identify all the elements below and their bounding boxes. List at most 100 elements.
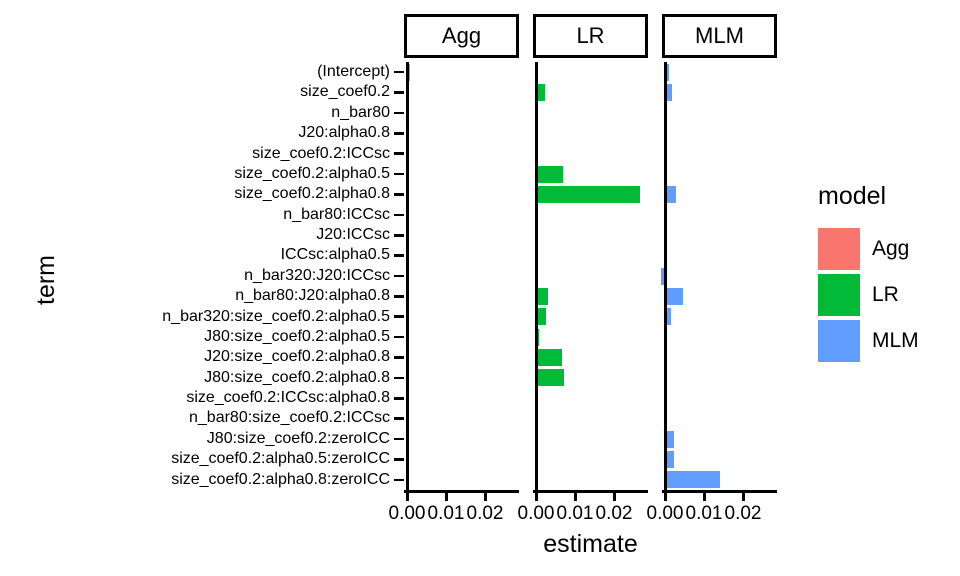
term-label: n_bar80:J20:alpha0.8 (235, 287, 390, 305)
legend-label: LR (872, 283, 899, 306)
bar (665, 471, 721, 489)
x-tick-label: 0.02 (595, 503, 633, 524)
x-axis-line (404, 490, 519, 493)
y-axis-tick (394, 213, 404, 217)
x-axis-tick (612, 493, 616, 501)
legend-key-swatch (818, 228, 860, 270)
bar (536, 308, 547, 326)
facet-strip-agg: Agg (404, 14, 519, 58)
panel-mlm: 0.00 0.01 0.02 (647, 62, 777, 524)
y-axis-tick (394, 295, 404, 298)
x-axis-title: estimate (543, 530, 638, 558)
facet-strip-lr: LR (533, 14, 648, 58)
legend-label: Agg (872, 237, 910, 260)
bar (665, 84, 673, 102)
y-axis-tick (394, 356, 404, 359)
term-label: size_coef0.2:alpha0.5 (234, 164, 390, 182)
x-axis-tick (663, 493, 667, 501)
y-axis-tick (394, 396, 404, 400)
term-label: n_bar320:size_coef0.2:alpha0.5 (162, 307, 390, 325)
term-label: J80:size_coef0.2:alpha0.5 (204, 327, 390, 345)
term-label: J20:alpha0.8 (298, 124, 390, 142)
y-axis-tick (394, 376, 404, 380)
facet-strip-mlm: MLM (662, 14, 777, 58)
legend-item-mlm: MLM (818, 320, 960, 362)
x-axis-tick (573, 493, 577, 501)
bar (665, 430, 674, 448)
term-label: size_coef0.2:ICCsc:alpha0.8 (186, 389, 390, 407)
y-axis-line (664, 62, 667, 493)
y-axis-tick (394, 111, 404, 115)
x-tick-label: 0.00 (517, 503, 555, 524)
term-label: size_coef0.2:ICCsc (252, 144, 390, 162)
x-axis-line (533, 490, 648, 493)
y-axis-tick (394, 315, 404, 319)
term-label: size_coef0.2 (300, 83, 390, 101)
x-axis-tick (405, 493, 409, 501)
x-axis-line (662, 490, 777, 493)
term-label: size_coef0.2:alpha0.8 (234, 185, 390, 203)
y-axis-tick (394, 254, 404, 257)
panel-agg: 0.00 0.01 0.02 (389, 62, 519, 524)
bar (536, 349, 562, 367)
x-tick-label: 0.02 (724, 503, 762, 524)
term-label: J20:ICCsc (316, 226, 390, 244)
bar (536, 287, 548, 305)
x-tick-label: 0.01 (556, 503, 594, 524)
y-axis-tick (394, 417, 404, 420)
y-axis-tick (394, 91, 404, 94)
y-axis-tick (394, 172, 404, 176)
term-label: n_bar80:ICCsc (283, 205, 390, 223)
legend-title: model (818, 182, 887, 210)
legend-key-swatch (818, 274, 860, 316)
term-label: n_bar80 (331, 103, 390, 121)
x-tick-label: 0.00 (646, 503, 684, 524)
y-axis-tick (394, 458, 404, 461)
term-label: size_coef0.2:alpha0.8:zeroICC (171, 470, 390, 488)
term-label: n_bar80:size_coef0.2:ICCsc (189, 409, 390, 427)
bar (536, 84, 546, 102)
x-axis-tick (444, 493, 448, 501)
term-label: J80:size_coef0.2:zeroICC (206, 429, 390, 447)
x-axis-tick (483, 493, 487, 501)
term-label: n_bar320:J20:ICCsc (244, 266, 390, 284)
x-tick-label: 0.00 (388, 503, 426, 524)
y-axis-tick (394, 132, 404, 135)
y-axis-tick (394, 437, 404, 441)
y-axis-tick (394, 274, 404, 278)
x-tick-label: 0.01 (685, 503, 723, 524)
bar (665, 308, 672, 326)
y-axis-tick (394, 152, 404, 155)
y-axis-tick (394, 70, 404, 74)
bar (665, 450, 674, 468)
x-axis-tick (741, 493, 745, 501)
bar (665, 185, 676, 203)
y-axis-line (406, 62, 409, 493)
y-axis-line (535, 62, 538, 493)
y-axis-tick (394, 193, 404, 196)
panel-lr: 0.00 0.01 0.02 (518, 62, 648, 524)
bar (665, 287, 684, 305)
legend-item-agg: Agg (818, 228, 960, 270)
bar (536, 165, 563, 183)
legend-label: MLM (872, 329, 919, 352)
x-tick-label: 0.02 (466, 503, 504, 524)
term-label: (Intercept) (317, 63, 390, 80)
x-tick-label: 0.01 (427, 503, 465, 524)
y-axis-tick (394, 335, 404, 339)
y-axis-tick-labels: (Intercept) size_coef0.2 n_bar80 J20:alpha0… (0, 62, 390, 490)
x-axis-tick (534, 493, 538, 501)
term-label: ICCsc:alpha0.5 (280, 246, 390, 264)
bar (660, 267, 665, 285)
term-label: J20:size_coef0.2:alpha0.8 (204, 348, 390, 366)
term-label: size_coef0.2:alpha0.5:zeroICC (171, 450, 390, 468)
bar (536, 185, 641, 203)
legend-key-swatch (818, 320, 860, 362)
term-label: J80:size_coef0.2:alpha0.8 (204, 368, 390, 386)
legend-item-lr: LR (818, 274, 960, 316)
bar (536, 369, 565, 387)
y-axis-tick (394, 478, 404, 482)
x-axis-tick (702, 493, 706, 501)
y-axis-tick (394, 233, 404, 237)
